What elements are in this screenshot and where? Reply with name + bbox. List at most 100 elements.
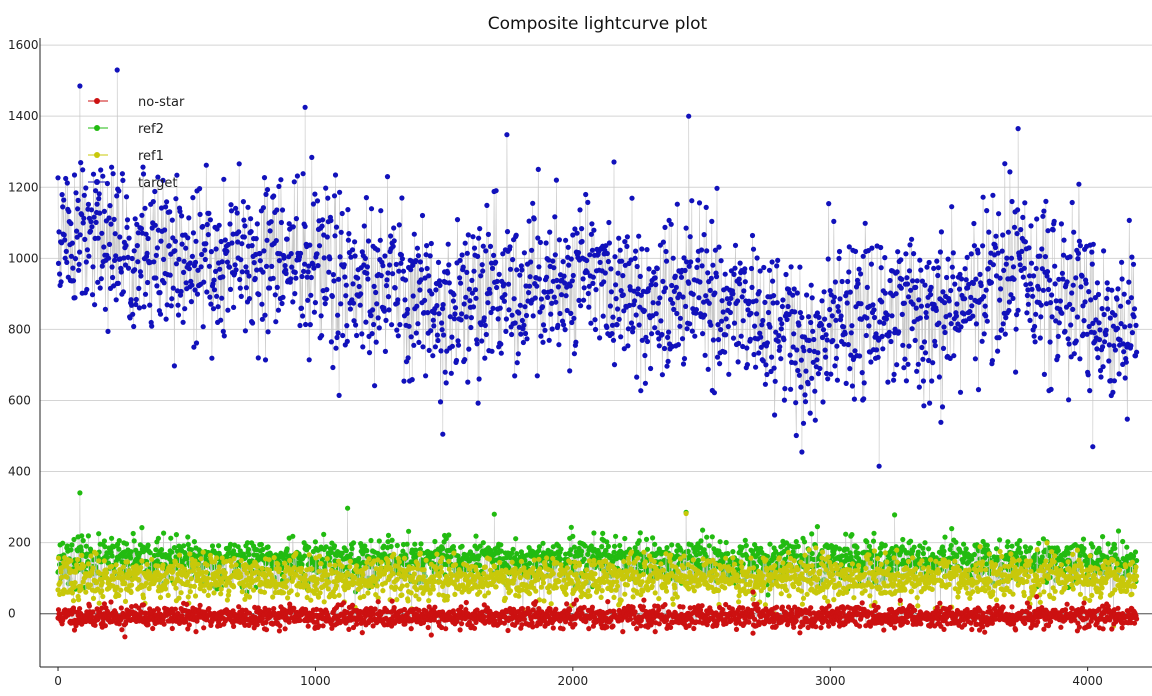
data-point <box>921 565 926 570</box>
data-point <box>883 550 888 555</box>
data-point <box>730 549 735 554</box>
data-point <box>967 596 972 601</box>
data-point <box>1024 579 1029 584</box>
data-point <box>395 543 400 548</box>
data-point <box>739 559 744 564</box>
data-point <box>377 538 382 543</box>
data-point <box>802 539 807 544</box>
data-point <box>345 506 350 511</box>
data-point <box>60 541 65 546</box>
data-point <box>83 590 88 595</box>
data-point <box>629 549 634 554</box>
data-point <box>424 558 429 563</box>
data-point <box>1059 562 1064 567</box>
data-point <box>969 557 974 562</box>
data-point <box>492 512 497 517</box>
data-point <box>405 583 410 588</box>
data-point <box>428 591 433 596</box>
data-point <box>71 598 76 603</box>
data-point <box>351 540 356 545</box>
data-point <box>313 539 318 544</box>
data-point <box>112 569 117 574</box>
data-point <box>303 573 308 578</box>
data-point <box>698 538 703 543</box>
data-point <box>936 569 941 574</box>
data-point <box>801 596 806 601</box>
data-point <box>100 594 105 599</box>
data-point <box>131 531 136 536</box>
data-point <box>714 572 719 577</box>
data-point <box>582 557 587 562</box>
data-point <box>259 542 264 547</box>
data-point <box>285 578 290 583</box>
data-point <box>697 582 702 587</box>
data-point <box>850 561 855 566</box>
data-point <box>334 583 339 588</box>
data-point <box>341 600 346 605</box>
data-point <box>1010 592 1015 597</box>
data-point <box>136 578 141 583</box>
data-point <box>289 588 294 593</box>
data-point <box>223 570 228 575</box>
data-point <box>88 582 93 587</box>
data-point <box>483 564 488 569</box>
data-point <box>606 544 611 549</box>
data-point <box>787 593 792 598</box>
data-point <box>1052 559 1057 564</box>
data-point <box>327 562 332 567</box>
data-point <box>701 556 706 561</box>
data-point <box>743 538 748 543</box>
data-point <box>777 555 782 560</box>
data-point <box>564 592 569 597</box>
data-point <box>443 626 448 631</box>
data-point <box>586 588 591 593</box>
data-point <box>487 556 492 561</box>
data-point <box>494 584 499 589</box>
data-point <box>434 552 439 557</box>
data-point <box>501 574 506 579</box>
data-point <box>710 534 715 539</box>
data-point <box>503 596 508 601</box>
data-point <box>93 623 98 628</box>
data-point <box>658 561 663 566</box>
data-point <box>784 588 789 593</box>
data-point <box>1008 551 1013 556</box>
data-point <box>422 567 427 572</box>
data-point <box>670 596 675 601</box>
data-point <box>964 586 969 591</box>
data-point <box>748 579 753 584</box>
data-point <box>290 534 295 539</box>
data-point <box>272 555 277 560</box>
data-point <box>267 568 272 573</box>
data-point <box>830 572 835 577</box>
data-point <box>815 576 820 581</box>
data-point <box>293 551 298 556</box>
data-point <box>516 594 521 599</box>
data-point <box>402 577 407 582</box>
data-point <box>797 581 802 586</box>
data-point <box>244 571 249 576</box>
data-point <box>985 543 990 548</box>
data-point <box>1023 568 1028 573</box>
data-point <box>451 551 456 556</box>
data-point <box>704 535 709 540</box>
data-point <box>97 601 102 606</box>
data-point <box>724 540 729 545</box>
data-point <box>139 525 144 530</box>
data-point <box>285 546 290 551</box>
data-point <box>527 591 532 596</box>
data-point <box>831 577 836 582</box>
data-point <box>884 559 889 564</box>
data-point <box>1012 558 1017 563</box>
data-point <box>432 539 437 544</box>
data-point <box>488 568 493 573</box>
data-point <box>622 592 627 597</box>
data-point <box>868 561 873 566</box>
data-point <box>1123 564 1128 569</box>
data-point <box>477 590 482 595</box>
data-point <box>58 580 63 585</box>
data-point <box>239 558 244 563</box>
data-point <box>650 584 655 589</box>
data-point <box>1081 537 1086 542</box>
data-point <box>799 571 804 576</box>
